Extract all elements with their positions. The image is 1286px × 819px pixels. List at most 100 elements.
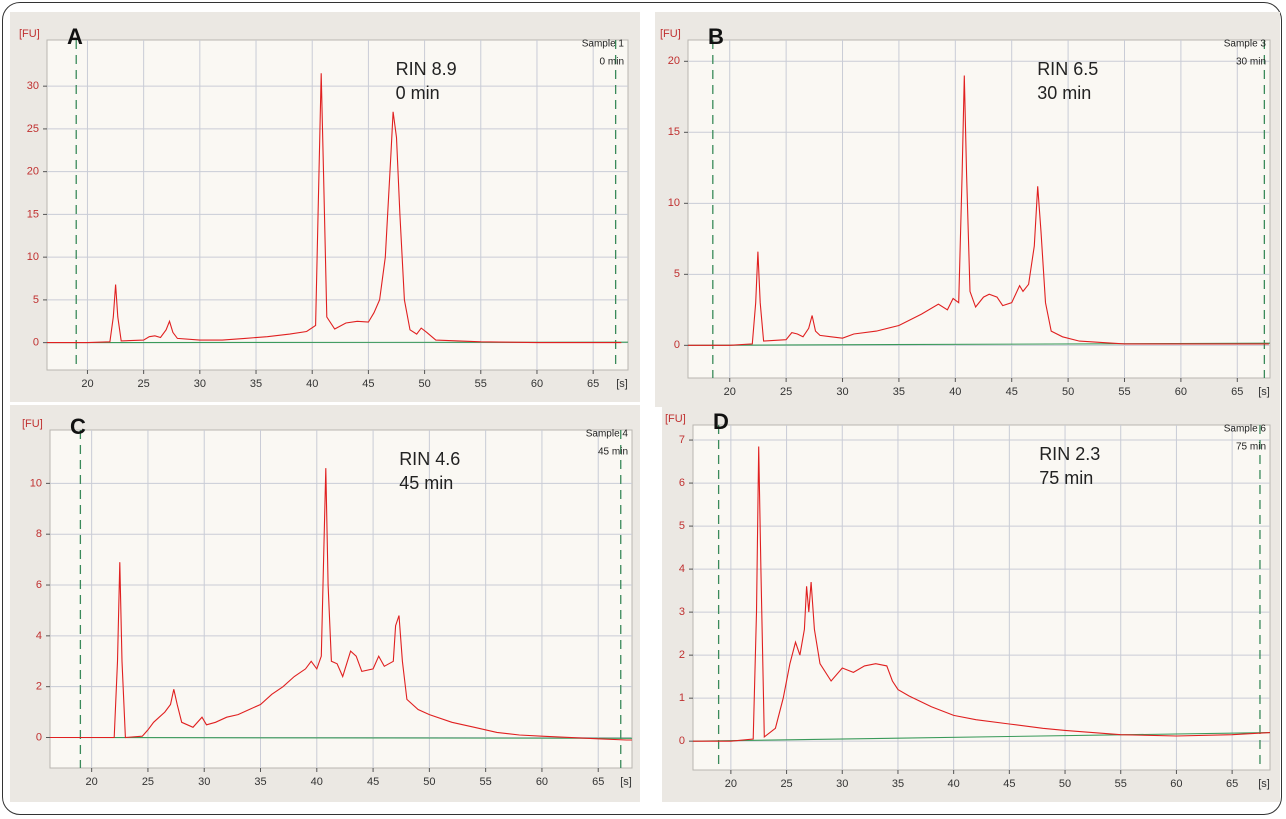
x-tick-label: 25 <box>780 778 792 790</box>
y-tick-label: 3 <box>679 606 685 618</box>
y-tick-label: 0 <box>36 731 42 743</box>
y-tick-label: 2 <box>36 681 42 693</box>
trace <box>688 75 1269 346</box>
x-tick-label: 55 <box>480 776 492 788</box>
y-tick-label: 0 <box>679 735 685 747</box>
annotation: RIN 4.6 <box>399 449 460 469</box>
trace <box>47 73 622 344</box>
y-tick-label: 1 <box>679 692 685 704</box>
x-tick-label: 50 <box>423 776 435 788</box>
annotation: 45 min <box>399 473 453 493</box>
panel: 20 25 30 35 40 45 50 55 60 65 0 2 4 6 8 10 C [FU] [s] Sampl… <box>10 405 640 802</box>
x-tick-label: 60 <box>531 378 543 390</box>
x-tick-label: 40 <box>949 386 961 398</box>
sample-name: Sample 3 <box>1224 39 1267 50</box>
x-tick-label: 50 <box>1059 778 1071 790</box>
x-label: [s] <box>620 776 632 788</box>
x-tick-label: 65 <box>1226 778 1238 790</box>
x-tick-label: 20 <box>86 776 98 788</box>
panel-letter: A <box>67 24 83 49</box>
y-tick-label: 0 <box>674 339 680 351</box>
y-label: [FU] <box>660 28 681 40</box>
x-tick-label: 25 <box>142 776 154 788</box>
y-label: [FU] <box>22 418 43 430</box>
annotation: RIN 6.5 <box>1037 59 1098 79</box>
x-tick-label: 45 <box>367 776 379 788</box>
x-tick-label: 30 <box>198 776 210 788</box>
y-tick-label: 4 <box>679 563 685 575</box>
x-tick-label: 35 <box>893 386 905 398</box>
x-tick-label: 40 <box>306 378 318 390</box>
plot-area <box>46 39 629 371</box>
y-tick-label: 7 <box>679 434 685 446</box>
x-tick-label: 65 <box>587 378 599 390</box>
annotation: 0 min <box>396 83 440 103</box>
panel-letter: B <box>708 24 724 49</box>
x-tick-label: 45 <box>362 378 374 390</box>
sample-time: 45 min <box>598 447 628 458</box>
y-tick-label: 8 <box>36 528 42 540</box>
panel-letter: C <box>70 414 86 439</box>
y-tick-label: 5 <box>33 294 39 306</box>
y-tick-label: 5 <box>674 268 680 280</box>
x-tick-label: 35 <box>250 378 262 390</box>
x-tick-label: 40 <box>311 776 323 788</box>
x-tick-label: 20 <box>81 378 93 390</box>
trace <box>693 446 1270 742</box>
y-tick-label: 6 <box>36 579 42 591</box>
y-tick-label: 15 <box>27 208 39 220</box>
x-label: [s] <box>1258 386 1270 398</box>
plot-area <box>687 39 1271 379</box>
y-tick-label: 10 <box>30 477 42 489</box>
y-tick-label: 10 <box>27 251 39 263</box>
x-tick-label: 60 <box>536 776 548 788</box>
x-tick-label: 55 <box>1115 778 1127 790</box>
x-tick-label: 50 <box>1062 386 1074 398</box>
sample-name: Sample 4 <box>586 429 629 440</box>
x-tick-label: 65 <box>592 776 604 788</box>
x-tick-label: 55 <box>475 378 487 390</box>
trace <box>50 736 632 739</box>
x-tick-label: 25 <box>138 378 150 390</box>
sample-time: 0 min <box>600 57 624 68</box>
x-tick-label: 60 <box>1170 778 1182 790</box>
y-tick-label: 5 <box>679 520 685 532</box>
x-tick-label: 30 <box>836 386 848 398</box>
x-tick-label: 65 <box>1231 386 1243 398</box>
annotation: 30 min <box>1037 83 1091 103</box>
x-tick-label: 30 <box>836 778 848 790</box>
y-tick-label: 2 <box>679 649 685 661</box>
panel: 20 25 30 35 40 45 50 55 60 65 0 5 10 15 20 25 30 A [FU] [s]… <box>10 12 640 402</box>
x-tick-label: 55 <box>1118 386 1130 398</box>
y-label: [FU] <box>19 28 40 40</box>
y-tick-label: 30 <box>27 80 39 92</box>
x-tick-label: 40 <box>948 778 960 790</box>
panel-letter: D <box>713 409 729 434</box>
x-label: [s] <box>616 378 628 390</box>
y-tick-label: 10 <box>668 197 680 209</box>
x-tick-label: 45 <box>1006 386 1018 398</box>
x-label: [s] <box>1258 778 1270 790</box>
annotation: RIN 8.9 <box>396 59 457 79</box>
y-tick-label: 0 <box>33 337 39 349</box>
panel: 20 25 30 35 40 45 50 55 60 6501234567D[FU][s]Samp… <box>662 405 1280 802</box>
trace <box>50 468 632 741</box>
y-label: [FU] <box>665 413 686 425</box>
y-tick-label: 4 <box>36 630 42 642</box>
x-tick-label: 60 <box>1175 386 1187 398</box>
y-tick-label: 6 <box>679 477 685 489</box>
y-tick-label: 20 <box>668 55 680 67</box>
x-tick-label: 45 <box>1003 778 1015 790</box>
sample-name: Sample 6 <box>1224 424 1267 435</box>
x-tick-label: 35 <box>254 776 266 788</box>
x-tick-label: 35 <box>892 778 904 790</box>
panel: 20 25 30 35 40 45 50 55 60 65 0 5 10 15 20 B [FU] [s] Samp… <box>655 12 1280 407</box>
annotation: 75 min <box>1039 468 1093 488</box>
x-tick-label: 25 <box>780 386 792 398</box>
plot-area <box>49 429 633 769</box>
sample-time: 30 min <box>1236 57 1266 68</box>
x-tick-label: 50 <box>418 378 430 390</box>
y-tick-label: 25 <box>27 123 39 135</box>
